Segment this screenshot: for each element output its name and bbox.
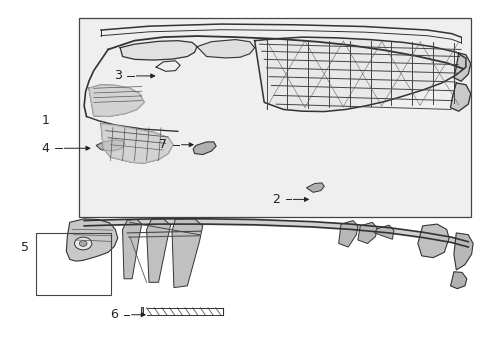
- Text: 4: 4: [42, 142, 49, 155]
- Polygon shape: [454, 53, 471, 81]
- Text: 1: 1: [42, 113, 49, 126]
- Polygon shape: [255, 37, 466, 112]
- Polygon shape: [193, 142, 216, 154]
- Polygon shape: [101, 123, 173, 163]
- Polygon shape: [147, 219, 171, 282]
- Polygon shape: [89, 85, 144, 117]
- Polygon shape: [450, 272, 467, 289]
- Text: 3: 3: [114, 69, 122, 82]
- Text: 2: 2: [272, 193, 280, 206]
- Polygon shape: [197, 40, 255, 58]
- Polygon shape: [122, 220, 142, 279]
- Polygon shape: [450, 83, 471, 111]
- Polygon shape: [96, 140, 125, 151]
- Text: 7: 7: [159, 138, 168, 151]
- Polygon shape: [454, 233, 473, 270]
- Polygon shape: [306, 183, 324, 192]
- Polygon shape: [120, 41, 197, 60]
- Polygon shape: [358, 222, 377, 243]
- Polygon shape: [418, 224, 449, 258]
- Text: 6: 6: [110, 308, 118, 321]
- Bar: [79, 18, 471, 217]
- Circle shape: [74, 237, 92, 250]
- Bar: [36, 233, 111, 294]
- Polygon shape: [339, 221, 358, 247]
- Circle shape: [79, 241, 87, 246]
- Polygon shape: [172, 219, 203, 288]
- Polygon shape: [141, 307, 143, 315]
- Polygon shape: [375, 225, 394, 239]
- Polygon shape: [66, 219, 118, 261]
- Text: 5: 5: [21, 240, 29, 253]
